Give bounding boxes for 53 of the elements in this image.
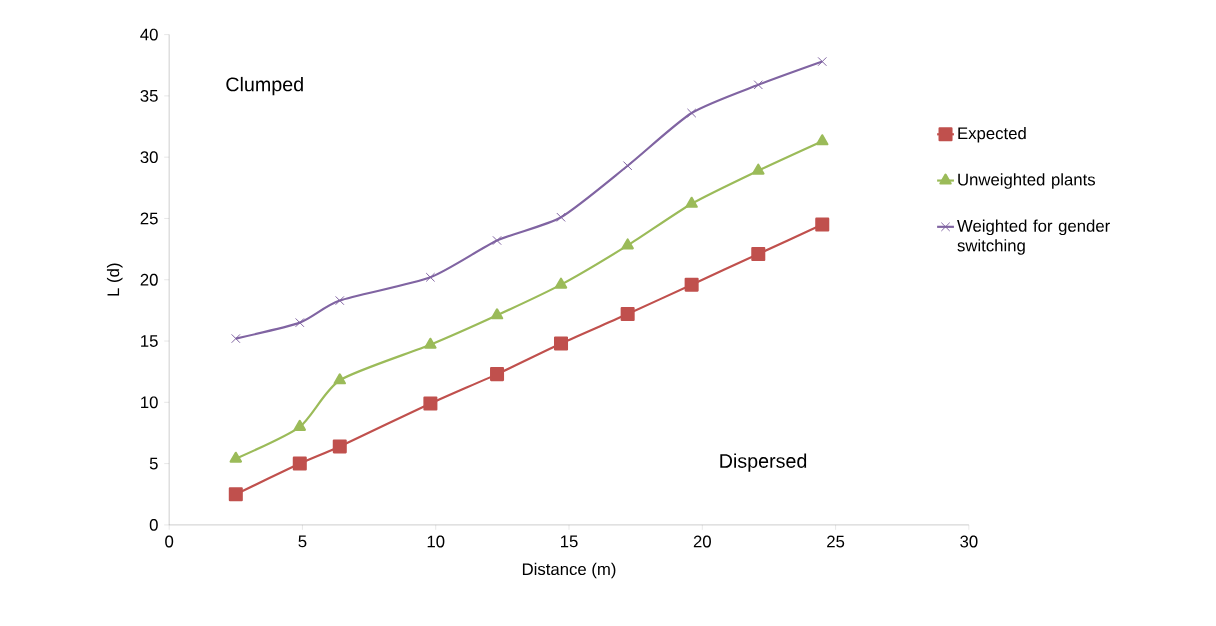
- point: [490, 367, 505, 382]
- point: [332, 439, 347, 454]
- point: [228, 487, 243, 502]
- point: [815, 217, 830, 232]
- legend-label: Expected: [958, 127, 1026, 143]
- annotation: Dispersed: [720, 453, 807, 472]
- x-tick-label: 15: [560, 535, 578, 548]
- x-tick-label: 5: [298, 535, 307, 548]
- point: [621, 238, 634, 250]
- y-tick-label: 30: [140, 151, 158, 164]
- point: [335, 296, 345, 306]
- point: [622, 161, 633, 171]
- y-tick-label: 35: [140, 90, 158, 102]
- x-tick-label: 20: [693, 535, 711, 548]
- y-axis-title: L (d): [106, 263, 123, 296]
- point: [425, 272, 436, 283]
- point: [751, 247, 766, 262]
- point: [424, 337, 437, 349]
- point: [492, 235, 502, 246]
- point: [753, 80, 763, 90]
- x-tick-label: 30: [960, 535, 978, 548]
- point: [423, 396, 438, 411]
- point: [229, 451, 243, 463]
- point: [686, 108, 697, 118]
- y-tick-label: 5: [149, 457, 158, 470]
- point: [293, 419, 307, 432]
- point: [685, 196, 698, 208]
- y-tick-label: 40: [140, 28, 158, 41]
- x-tick-label: 0: [165, 535, 174, 548]
- point: [292, 456, 307, 471]
- point: [817, 57, 827, 67]
- legend-label: Weighted for gender switching: [957, 219, 1110, 255]
- point: [684, 277, 699, 292]
- point: [490, 308, 504, 320]
- y-tick-label: 25: [140, 212, 158, 225]
- point: [816, 134, 829, 146]
- point: [752, 163, 765, 175]
- x-tick-label: 10: [427, 535, 445, 548]
- annotation: Clumped: [226, 77, 303, 96]
- y-tick-label: 10: [141, 396, 158, 409]
- x-tick-label: 25: [827, 535, 845, 548]
- point: [333, 373, 346, 385]
- x-axis-title: Distance (m): [522, 562, 616, 579]
- y-tick-label: 15: [141, 335, 158, 348]
- y-tick-label: 20: [140, 273, 158, 286]
- point: [231, 334, 241, 344]
- point: [554, 277, 568, 289]
- point: [295, 318, 305, 328]
- point: [554, 336, 569, 351]
- point: [556, 212, 566, 223]
- y-tick-label: 0: [149, 519, 158, 531]
- point: [620, 307, 635, 322]
- legend-label: Unweighted plants: [958, 173, 1096, 189]
